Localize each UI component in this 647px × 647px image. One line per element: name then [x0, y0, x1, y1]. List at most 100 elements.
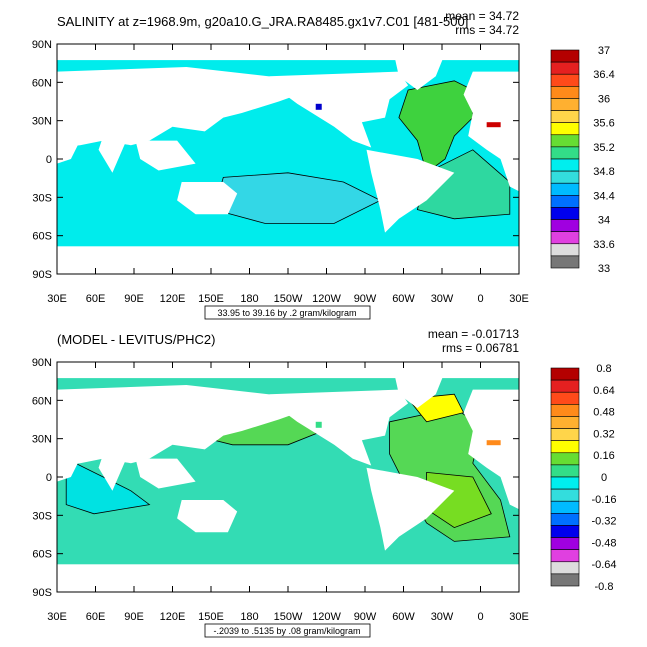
rms-label: rms = 34.72 — [455, 23, 519, 37]
colorbar-label: 35.2 — [593, 142, 614, 154]
land-samerica — [366, 467, 455, 551]
colorbar-cell — [550, 182, 580, 196]
colorbar-label: -0.48 — [591, 537, 616, 549]
lon-label: 60W — [392, 293, 415, 305]
land-namerica — [269, 389, 409, 466]
lon-label: 120W — [312, 611, 341, 623]
rms-label: rms = 0.06781 — [442, 341, 519, 355]
lon-label: 120E — [160, 293, 186, 305]
lat-label: 0 — [46, 154, 52, 166]
colorbar-label: -0.64 — [591, 559, 616, 571]
lon-label: 180 — [240, 293, 258, 305]
lat-label: 60N — [32, 77, 52, 89]
panel-title: SALINITY at z=1968.9m, g20a10.G_JRA.RA84… — [57, 14, 468, 29]
colorbar-cell — [550, 549, 580, 563]
colorbar-cell — [550, 110, 580, 123]
colorbar-cell — [550, 500, 580, 514]
lon-label: 120E — [160, 611, 186, 623]
colorbar-cell — [550, 561, 580, 575]
land-africaWest — [57, 131, 81, 164]
mean-label: mean = 34.72 — [445, 9, 519, 23]
land-australia — [177, 182, 238, 215]
lon-label: 30E — [509, 611, 529, 623]
lon-label: 150W — [274, 611, 303, 623]
land-eurasia — [57, 67, 312, 148]
colorbar-cell — [550, 122, 580, 136]
lat-label: 90N — [32, 357, 52, 369]
land-namerica — [269, 71, 409, 148]
colorbar-cell — [550, 158, 580, 172]
lon-label: 0 — [477, 611, 483, 623]
colorbar-label: 0.16 — [593, 450, 614, 462]
range-note: 33.95 to 39.16 by .2 gram/kilogram — [217, 308, 356, 318]
colorbar-cell — [550, 207, 580, 220]
colorbar-cell — [550, 86, 580, 99]
land-antarctica — [57, 246, 519, 274]
lon-label: 90W — [354, 293, 377, 305]
land-eurasia — [57, 385, 312, 466]
colorbar-cell — [550, 98, 580, 111]
lat-label: 30N — [32, 116, 52, 128]
range-note: -.2039 to .5135 by .08 gram/kilogram — [213, 626, 360, 636]
land-greenland — [394, 371, 446, 408]
lon-label: 150W — [274, 293, 303, 305]
colorbar-label: 34.4 — [593, 190, 614, 202]
colorbar-cell — [550, 195, 580, 208]
lon-label: 30W — [431, 611, 454, 623]
lat-label: 60N — [32, 395, 52, 407]
lon-label: 30W — [431, 293, 454, 305]
lon-label: 180 — [240, 611, 258, 623]
lon-label: 150E — [198, 611, 224, 623]
lon-label: 60E — [86, 293, 106, 305]
land-india — [98, 454, 127, 491]
colorbar-cell — [550, 440, 580, 454]
lat-label: 90S — [32, 269, 52, 281]
colorbar-label: 36 — [598, 93, 610, 105]
colorbar-label: -0.32 — [591, 516, 616, 528]
colorbar-cell — [550, 537, 580, 550]
land-india — [98, 136, 127, 173]
colorbar-cell — [550, 513, 580, 526]
lon-label: 30E — [47, 611, 67, 623]
lat-label: 30S — [32, 192, 52, 204]
land-africa — [468, 431, 519, 510]
land-antarctica — [57, 564, 519, 592]
colorbar-cell — [550, 404, 580, 417]
colorbar-cell — [550, 243, 580, 257]
colorbar-cell — [550, 73, 580, 87]
mean-label: mean = -0.01713 — [428, 327, 519, 341]
colorbar-label: 35.6 — [593, 118, 614, 130]
marginal-sea-patch — [315, 421, 322, 428]
lon-label: 0 — [477, 293, 483, 305]
mediterranean-patch — [486, 440, 501, 446]
colorbar-cell — [550, 525, 580, 538]
lon-label: 60E — [86, 611, 106, 623]
colorbar-cell — [550, 61, 580, 75]
lon-label: 120W — [312, 293, 341, 305]
colorbar-label: 33 — [598, 263, 610, 275]
colorbar-label: 37 — [598, 45, 610, 57]
land-australia — [177, 500, 238, 533]
lat-label: 30S — [32, 510, 52, 522]
lon-label: 60W — [392, 611, 415, 623]
colorbar-label: 0.48 — [593, 407, 614, 419]
marginal-sea-patch — [315, 103, 322, 110]
colorbar-label: 0 — [601, 472, 607, 484]
land-greenland — [394, 53, 446, 90]
land-seasia — [135, 458, 196, 489]
land-samerica — [366, 149, 455, 233]
colorbar-cell — [550, 231, 580, 245]
colorbar-label: 0.64 — [593, 385, 614, 397]
colorbar-label: 34 — [598, 215, 610, 227]
field-atlantic — [398, 80, 474, 174]
colorbar-cell — [550, 367, 580, 381]
lon-label: 90W — [354, 611, 377, 623]
colorbar-cell — [550, 391, 580, 405]
colorbar-cell — [550, 219, 580, 232]
colorbar-label: -0.16 — [591, 494, 616, 506]
colorbar-cell — [550, 488, 580, 502]
lon-label: 30E — [509, 293, 529, 305]
colorbar-label: -0.8 — [595, 581, 614, 593]
lat-label: 90N — [32, 39, 52, 51]
colorbar-label: 36.4 — [593, 69, 614, 81]
